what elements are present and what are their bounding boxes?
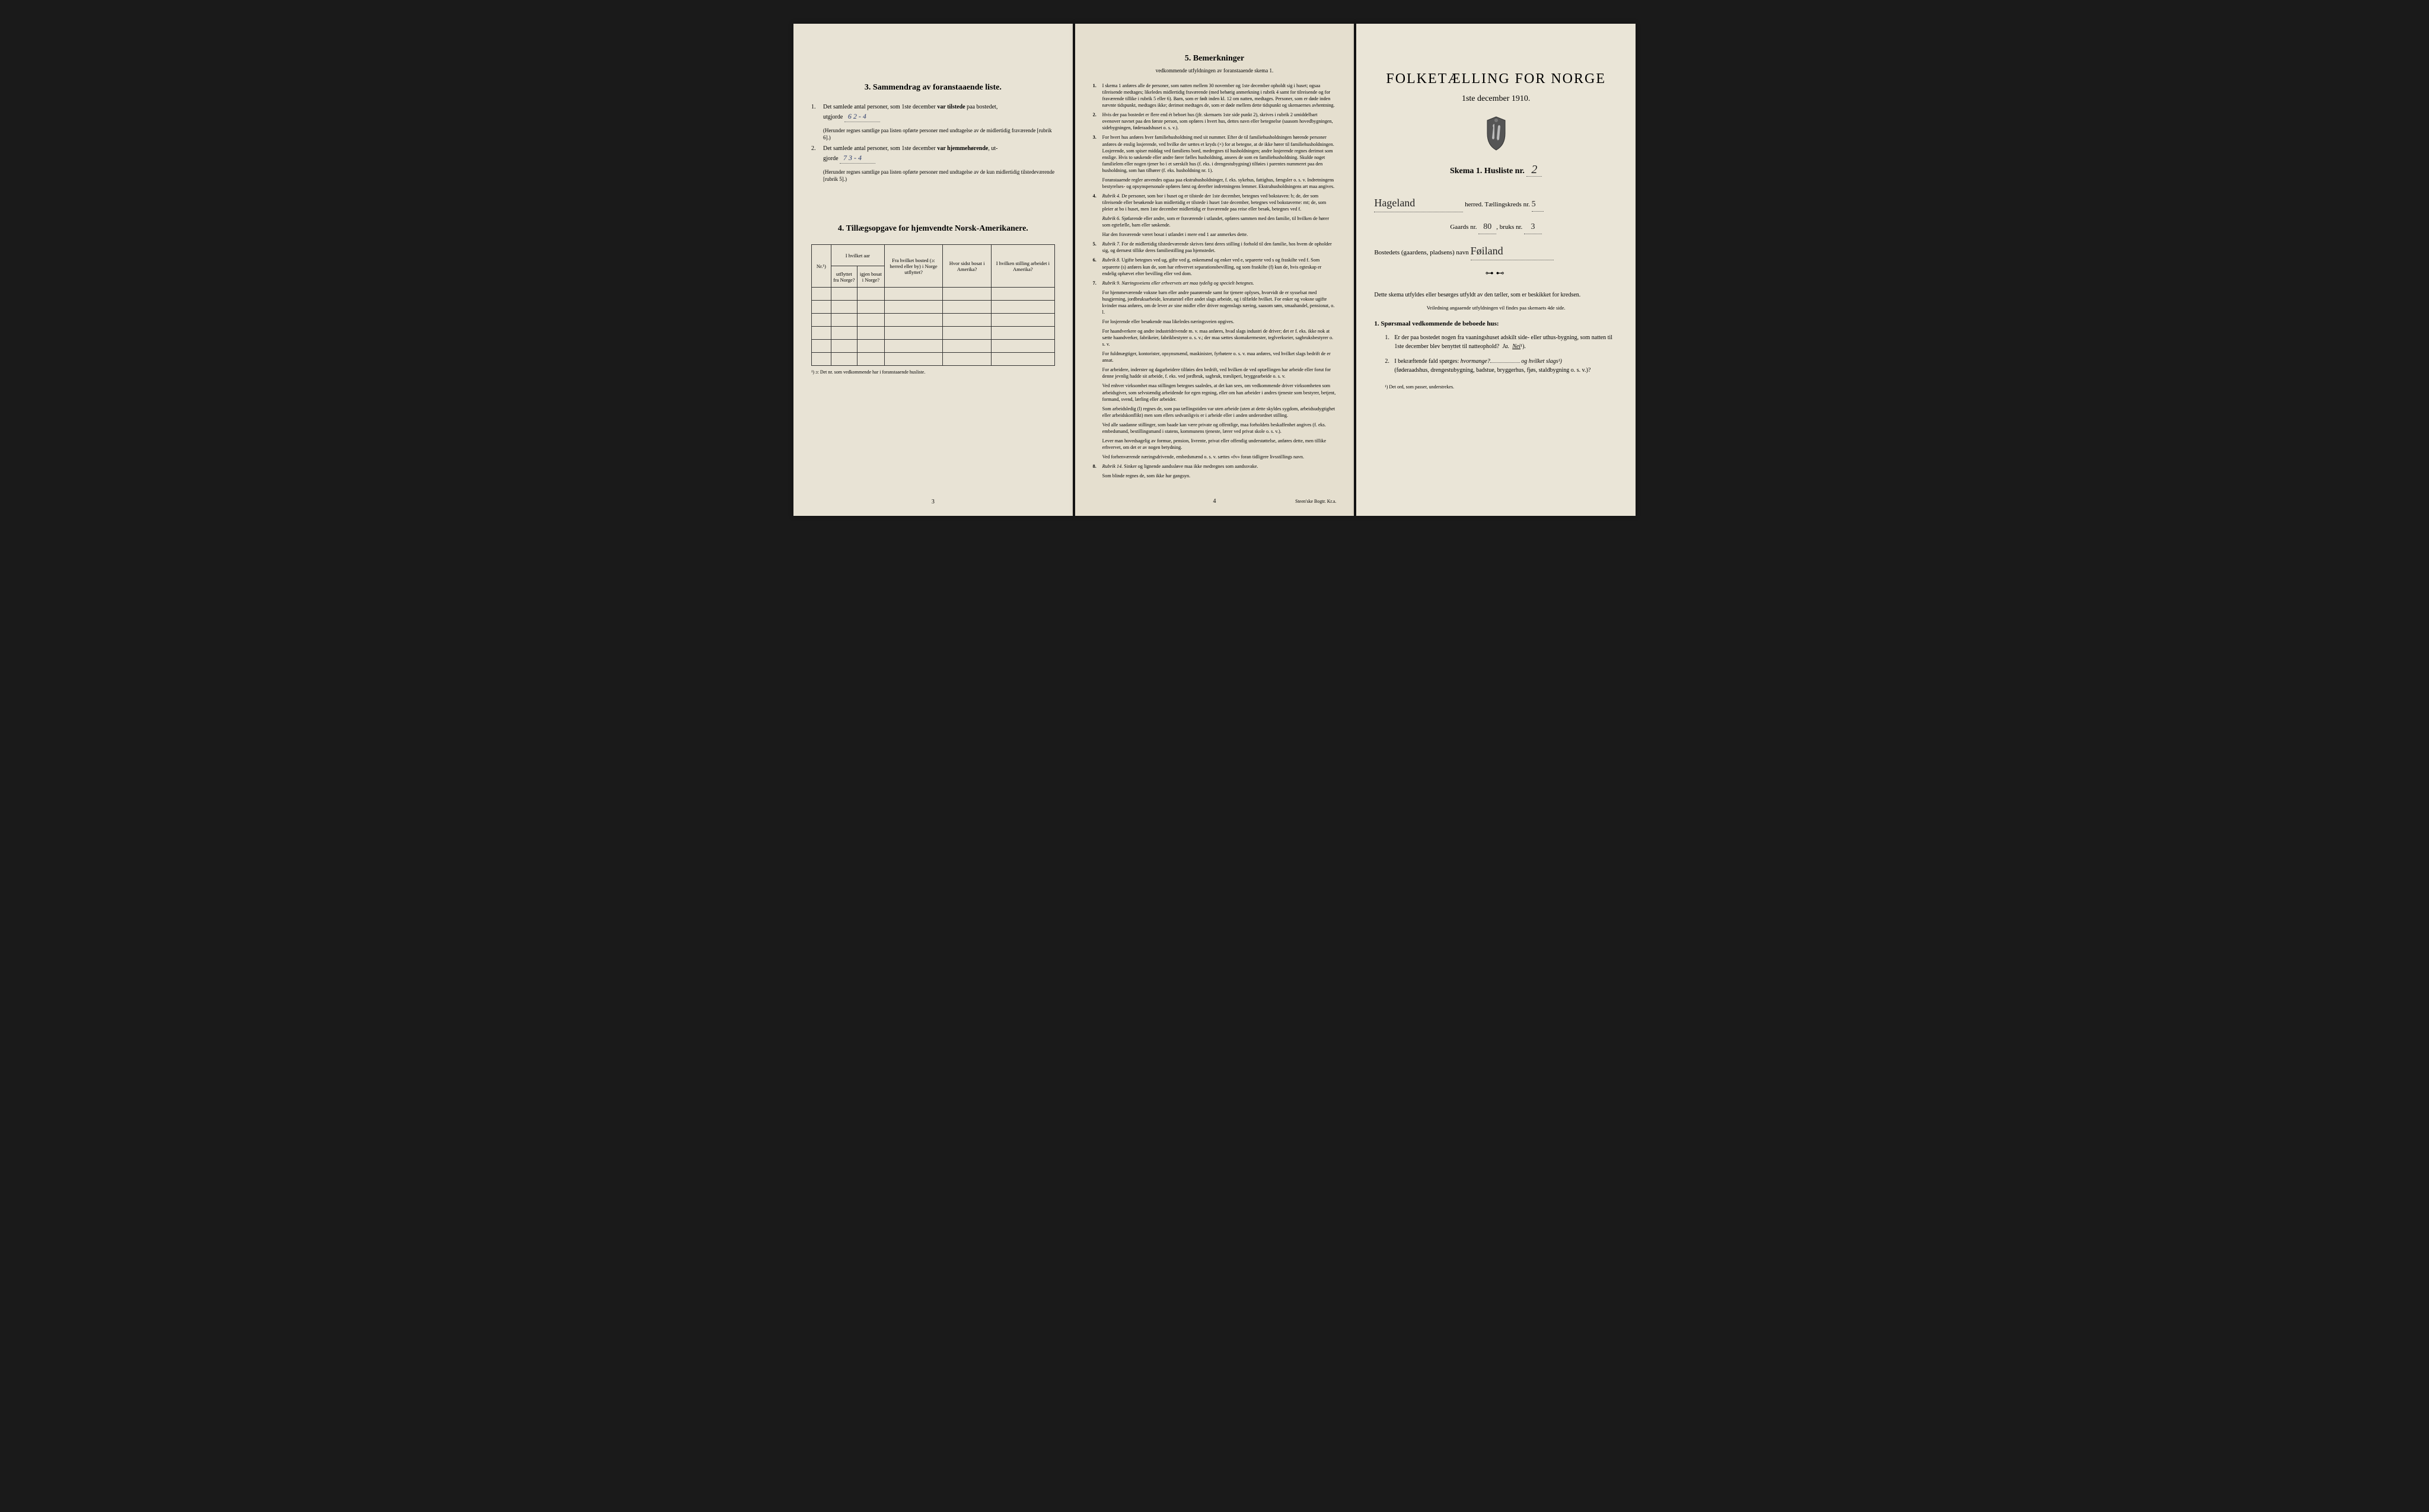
- question-heading: 1. Spørsmaal vedkommende de beboede hus:: [1374, 320, 1618, 327]
- table-row: [812, 314, 1055, 327]
- coat-of-arms-icon: [1481, 116, 1511, 151]
- note-2: (Herunder regnes samtlige paa listen opf…: [823, 168, 1055, 183]
- page-1-title: FOLKETÆLLING FOR NORGE 1ste december 191…: [1356, 24, 1636, 516]
- instruction-1: Dette skema utfyldes eller besørges utfy…: [1374, 291, 1618, 299]
- section-5-heading: 5. Bemerkninger: [1093, 53, 1337, 65]
- ornament-icon: ⊶⊷: [1374, 269, 1618, 279]
- total-resident: 7 3 - 4: [840, 153, 875, 164]
- question-1: 1. Er der paa bostedet nogen fra vaaning…: [1385, 333, 1618, 351]
- page-4: 5. Bemerkninger vedkommende utfyldningen…: [1075, 24, 1354, 516]
- table-row: [812, 340, 1055, 353]
- american-emigrant-table: Nr.¹) I hvilket aar Fra hvilket bosted (…: [811, 244, 1055, 366]
- skema-line: Skema 1. Husliste nr. 2: [1374, 163, 1618, 177]
- instruction-2: Veiledning angaaende utfyldningen vil fi…: [1374, 304, 1618, 312]
- note-1: (Herunder regnes samtlige paa listen opf…: [823, 127, 1055, 141]
- census-date: 1ste december 1910.: [1374, 94, 1618, 104]
- footnote-underline: ¹) Det ord, som passer, understrekes.: [1385, 384, 1618, 390]
- husliste-number: 2: [1526, 163, 1542, 177]
- census-title: FOLKETÆLLING FOR NORGE: [1374, 71, 1618, 87]
- summary-item-2: 2. Det samlede antal personer, som 1ste …: [811, 145, 1055, 164]
- gaards-line: Gaards nr. 80, bruks nr. 3: [1374, 221, 1618, 234]
- section-3-heading: 3. Sammendrag av foranstaaende liste.: [811, 83, 1055, 92]
- summary-item-1: 1. Det samlede antal personer, som 1ste …: [811, 103, 1055, 122]
- page-number: 3: [932, 499, 935, 505]
- answer-nei: Nei: [1512, 343, 1520, 350]
- question-2: 2. I bekræftende fald spørges: hvormange…: [1385, 357, 1618, 375]
- table-body: [812, 288, 1055, 366]
- table-row: [812, 288, 1055, 301]
- table-row: [812, 353, 1055, 366]
- section-4-heading: 4. Tillægsopgave for hjemvendte Norsk-Am…: [811, 224, 1055, 234]
- table-footnote: ¹) ɔ: Det nr. som vedkommende har i fora…: [811, 369, 1055, 375]
- table-row: [812, 301, 1055, 314]
- herred-line: Hageland herred. Tællingskreds nr. 5: [1374, 194, 1618, 212]
- page-number: 4: [1213, 497, 1216, 506]
- bosted-line: Bostedets (gaardens, pladsens) navn Føil…: [1374, 243, 1618, 260]
- printer-imprint: Steen'ske Bogtr. Kr.a.: [1295, 499, 1336, 505]
- table-row: [812, 327, 1055, 340]
- census-document: 3. Sammendrag av foranstaaende liste. 1.…: [793, 24, 1636, 516]
- page-3: 3. Sammendrag av foranstaaende liste. 1.…: [793, 24, 1073, 516]
- total-present: 6 2 - 4: [844, 111, 880, 122]
